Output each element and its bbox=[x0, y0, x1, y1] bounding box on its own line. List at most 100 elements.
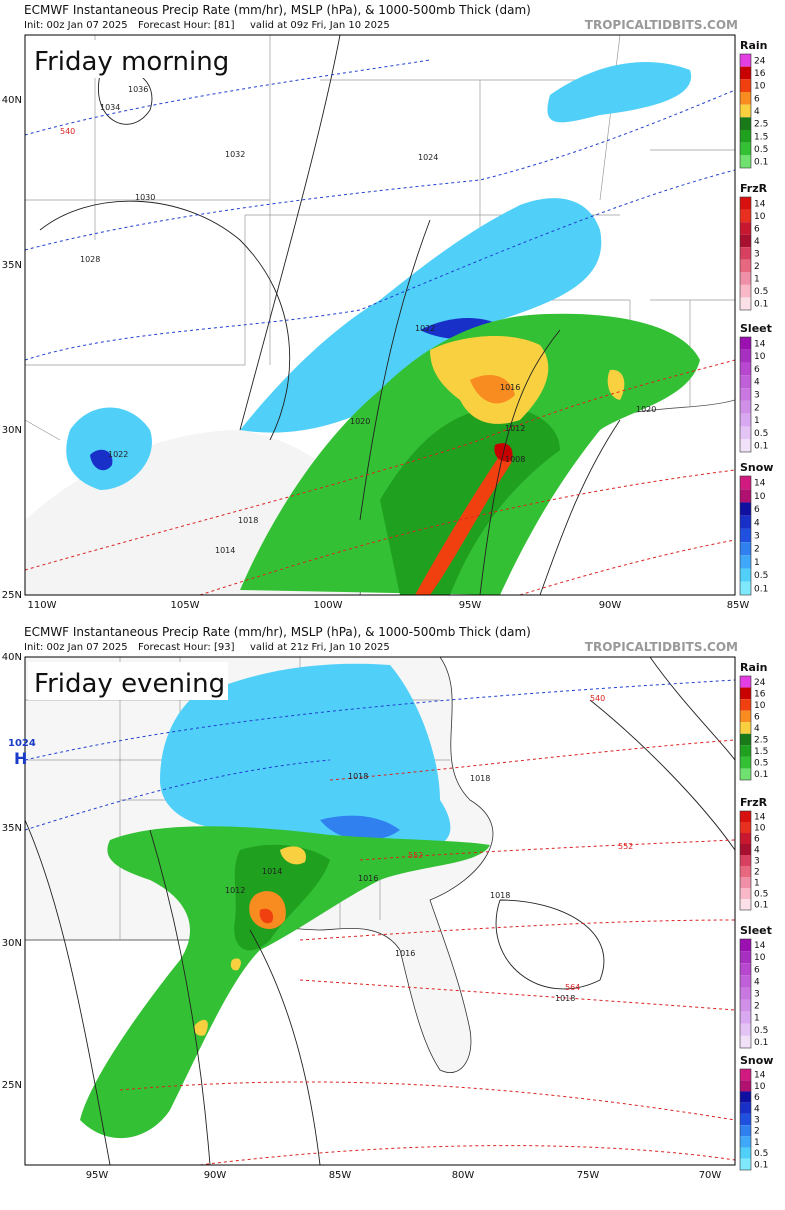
legend-swatch bbox=[740, 745, 751, 757]
legend-level: 1 bbox=[754, 1014, 760, 1024]
legend-title: Snow bbox=[740, 1054, 773, 1067]
map-2 bbox=[25, 657, 735, 1165]
lat-label: 35N bbox=[2, 260, 22, 271]
legend-title: FrzR bbox=[740, 796, 768, 809]
legend-swatch bbox=[740, 1080, 751, 1092]
lat-label: 30N bbox=[2, 425, 22, 436]
legend-level: 24 bbox=[754, 678, 766, 688]
lon-label: 80W bbox=[452, 1170, 475, 1181]
lon-label: 85W bbox=[727, 600, 750, 611]
legend-level: 1 bbox=[754, 275, 760, 285]
legend-swatch bbox=[740, 234, 751, 248]
lon-label: 95W bbox=[86, 1170, 109, 1181]
legend-title: Rain bbox=[740, 39, 768, 52]
legend-swatch bbox=[740, 768, 751, 780]
legend-level: 2.5 bbox=[754, 120, 768, 130]
legend-swatch bbox=[740, 337, 751, 350]
legend-swatch bbox=[740, 899, 751, 910]
legend-swatch bbox=[740, 515, 751, 529]
legend-level: 1 bbox=[754, 416, 760, 426]
legend-level: 3 bbox=[754, 532, 760, 542]
init-time: Init: 00z Jan 07 2025 bbox=[24, 20, 128, 31]
credit: TROPICALTIDBITS.COM bbox=[585, 640, 738, 654]
legend-level: 6 bbox=[754, 505, 760, 515]
legend-level: 3 bbox=[754, 990, 760, 1000]
legend-swatch bbox=[740, 733, 751, 746]
legend-level: 0.1 bbox=[754, 1038, 768, 1048]
legend-level: 0.1 bbox=[754, 901, 768, 911]
legend-swatch bbox=[740, 999, 751, 1012]
overlay-label: Friday evening bbox=[34, 669, 225, 699]
legend-level: 4 bbox=[754, 237, 760, 247]
legend-level: 0.1 bbox=[754, 584, 768, 594]
legend-swatch bbox=[740, 197, 751, 210]
legend-swatch bbox=[740, 54, 751, 67]
legend-level: 10 bbox=[754, 701, 766, 711]
contour-label: 1030 bbox=[135, 193, 155, 202]
legend-swatch bbox=[740, 272, 751, 285]
lat-label: 40N bbox=[2, 95, 22, 106]
legend-swatch bbox=[740, 1158, 751, 1170]
overlay-label: Friday morning bbox=[34, 47, 229, 77]
legend-swatch bbox=[740, 413, 751, 427]
legend-level: 4 bbox=[754, 378, 760, 388]
legend-swatch bbox=[740, 987, 751, 1000]
legend-level: 4 bbox=[754, 107, 760, 117]
legend-level: 2 bbox=[754, 403, 760, 413]
legend-level: 14 bbox=[754, 1071, 766, 1081]
legend-level: 6 bbox=[754, 365, 760, 375]
legend-level: 2 bbox=[754, 545, 760, 555]
legend-level: 4 bbox=[754, 846, 760, 856]
legend-level: 1.5 bbox=[754, 747, 768, 757]
contour-label: 1016 bbox=[358, 874, 378, 883]
contour-label: 1022 bbox=[415, 324, 435, 333]
map-title: ECMWF Instantaneous Precip Rate (mm/hr),… bbox=[24, 3, 531, 17]
legend-level: 4 bbox=[754, 724, 760, 734]
lat-label: 30N bbox=[2, 938, 22, 949]
legend-level: 3 bbox=[754, 391, 760, 401]
lon-label: 85W bbox=[329, 1170, 352, 1181]
legend-swatch bbox=[740, 439, 751, 452]
legend-level: 10 bbox=[754, 492, 766, 502]
legend-level: 1 bbox=[754, 558, 760, 568]
lon-label: 95W bbox=[459, 600, 482, 611]
legend-swatch bbox=[740, 833, 751, 844]
legend-level: 6 bbox=[754, 835, 760, 845]
legend-swatch bbox=[740, 1125, 751, 1137]
contour-label: 1024 bbox=[8, 738, 36, 749]
legend-swatch bbox=[740, 1035, 751, 1048]
contour-label: 1020 bbox=[636, 405, 656, 414]
legend-swatch bbox=[740, 426, 751, 440]
legend-swatch bbox=[740, 1147, 751, 1159]
legend-frame bbox=[739, 675, 752, 781]
legend-swatch bbox=[740, 476, 751, 490]
legend-level: 24 bbox=[754, 56, 766, 66]
legend-swatch bbox=[740, 92, 751, 105]
legend-swatch bbox=[740, 710, 751, 723]
contour-label: 1012 bbox=[505, 424, 525, 433]
legend-level: 14 bbox=[754, 479, 766, 489]
contour-label: 1016 bbox=[500, 383, 520, 392]
map-title: ECMWF Instantaneous Precip Rate (mm/hr),… bbox=[24, 625, 531, 639]
legend-level: 10 bbox=[754, 1082, 766, 1092]
legend-swatch bbox=[740, 247, 751, 260]
legend-swatch bbox=[740, 142, 751, 156]
legend-level: 0.1 bbox=[754, 1160, 768, 1170]
legend-level: 14 bbox=[754, 199, 766, 209]
legend-swatch bbox=[740, 375, 751, 389]
contour-label: 1014 bbox=[262, 867, 282, 876]
legend-level: 2 bbox=[754, 262, 760, 272]
overlay: ECMWF Instantaneous Precip Rate (mm/hr),… bbox=[2, 3, 774, 1181]
lon-label: 105W bbox=[171, 600, 200, 611]
legend-swatch bbox=[740, 388, 751, 401]
legend-level: 4 bbox=[754, 518, 760, 528]
legend-swatch bbox=[740, 1011, 751, 1024]
contour-label: 552 bbox=[408, 851, 423, 860]
legend-swatch bbox=[740, 581, 751, 595]
legend-swatch bbox=[740, 844, 751, 855]
legend-swatch bbox=[740, 951, 751, 964]
legend-swatch bbox=[740, 877, 751, 888]
legend-frame bbox=[739, 336, 752, 453]
legend-swatch bbox=[740, 155, 751, 168]
contour-label: 552 bbox=[618, 842, 633, 851]
